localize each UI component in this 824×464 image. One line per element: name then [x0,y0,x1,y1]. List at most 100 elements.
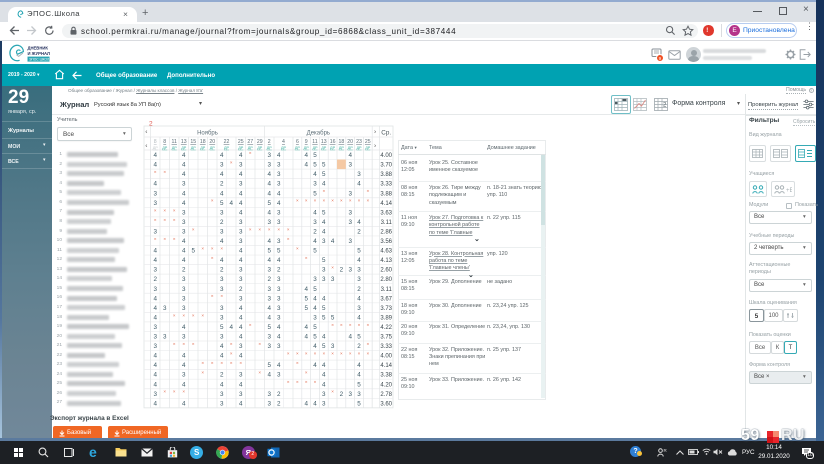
svg-text:×: × [192,341,195,346]
svg-text:18: 18 [200,139,206,145]
svg-text:×: × [258,227,261,232]
svg-text:2.78: 2.78 [380,392,392,398]
svg-text:3: 3 [153,324,157,331]
svg-text:3.88: 3.88 [380,172,392,178]
svg-text:‹: ‹ [145,143,147,150]
svg-text:15: 15 [190,139,196,145]
svg-text:5: 5 [277,248,281,255]
svg-text:3: 3 [267,400,271,407]
svg-text:4: 4 [267,314,271,321]
svg-text:4: 4 [304,334,308,341]
svg-text:3: 3 [153,286,157,293]
svg-text:4: 4 [239,314,243,321]
svg-text:4: 4 [220,190,224,197]
svg-text:×: × [331,322,334,327]
svg-text:4.22: 4.22 [380,325,392,331]
svg-text:3: 3 [313,276,317,283]
svg-text:×: × [358,351,361,356]
svg-text:3: 3 [277,276,281,283]
svg-text:13: 13 [181,139,187,145]
svg-text:3: 3 [322,400,326,407]
svg-text:4: 4 [153,181,157,188]
svg-text:4: 4 [357,295,361,302]
svg-text:ЭПОС ШКОЛА: ЭПОС ШКОЛА [29,58,52,62]
svg-text:4: 4 [229,324,233,331]
svg-text:3.38: 3.38 [380,373,392,379]
svg-text:3: 3 [267,162,271,169]
svg-text:3.88: 3.88 [380,191,392,197]
svg-text:3: 3 [220,391,224,398]
svg-text:3: 3 [348,219,352,226]
svg-text:4: 4 [322,181,326,188]
svg-text:5: 5 [322,162,326,169]
svg-text:2: 2 [149,121,153,128]
svg-text:4: 4 [267,171,271,178]
svg-text:×: × [230,341,233,346]
svg-text:×: × [182,389,185,394]
svg-text:3: 3 [153,190,157,197]
svg-text:×: × [230,351,233,356]
svg-text:3: 3 [348,190,352,197]
svg-text:4: 4 [313,362,317,369]
svg-text:4: 4 [277,257,281,264]
svg-text:×: × [349,322,352,327]
svg-text:4: 4 [153,248,157,255]
svg-text:ДР: ДР [200,146,206,150]
svg-text:5: 5 [357,381,361,388]
svg-text:3: 3 [348,267,352,274]
svg-text:4: 4 [239,209,243,216]
svg-text:3: 3 [277,238,281,245]
svg-text:×: × [154,208,157,213]
svg-text:×: × [366,189,369,194]
svg-text:4: 4 [182,400,186,407]
svg-text:8: 8 [154,139,157,145]
svg-text:3: 3 [357,305,361,312]
svg-text:3: 3 [277,295,281,302]
svg-text:×: × [296,246,299,251]
svg-text:5: 5 [267,362,271,369]
svg-text:×: × [154,170,157,175]
svg-text:ДР: ДР [339,146,345,150]
svg-text:4: 4 [153,295,157,302]
svg-text:4: 4 [304,400,308,407]
svg-text:×: × [366,341,369,346]
svg-text:×: × [305,351,308,356]
svg-text:3: 3 [239,219,243,226]
svg-text:4: 4 [348,334,352,341]
svg-text:2: 2 [220,219,224,226]
svg-text:3: 3 [322,238,326,245]
svg-text:3: 3 [239,372,243,379]
svg-text:×: × [192,227,195,232]
svg-text:×: × [201,361,204,366]
svg-text:4: 4 [220,171,224,178]
svg-text:4.00: 4.00 [380,354,392,360]
svg-text:4: 4 [239,334,243,341]
svg-text:5: 5 [357,248,361,255]
svg-text:ДР: ДР [321,146,327,150]
svg-text:4: 4 [239,400,243,407]
svg-text:3: 3 [277,181,281,188]
svg-text:5: 5 [357,334,361,341]
svg-text:×: × [173,236,176,241]
svg-text:×: × [211,294,214,299]
svg-text:4: 4 [239,152,243,159]
svg-text:3: 3 [220,286,224,293]
svg-text:5: 5 [220,324,224,331]
svg-text:ДР: ДР [224,146,230,150]
svg-text:3: 3 [277,171,281,178]
svg-text:3: 3 [220,314,224,321]
svg-text:×: × [305,256,308,261]
svg-text:2: 2 [239,286,243,293]
svg-text:2.86: 2.86 [380,229,392,235]
svg-text:×: × [239,361,242,366]
svg-text:×: × [173,389,176,394]
svg-text:4: 4 [267,209,271,216]
svg-text:2: 2 [220,372,224,379]
svg-text:4: 4 [313,305,317,312]
svg-text:2.60: 2.60 [380,268,392,274]
svg-text:×: × [249,322,252,327]
svg-text:4: 4 [153,305,157,312]
svg-text:×: × [349,198,352,203]
svg-text:5: 5 [313,324,317,331]
svg-text:×: × [154,236,157,241]
